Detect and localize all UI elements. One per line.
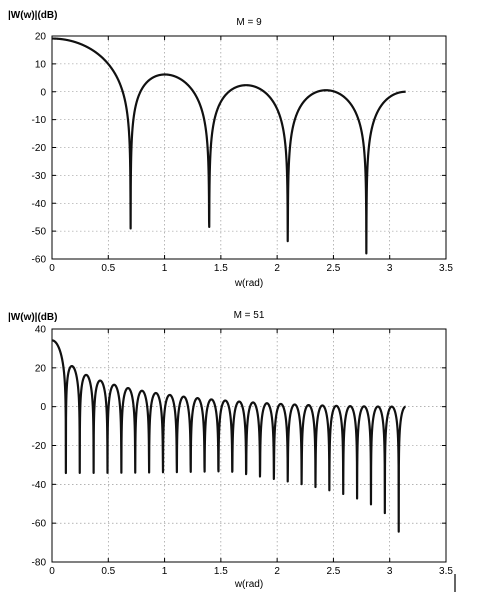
chart-panel-2: 0 0.5 1 1.5 2 2.5 3 3.5 40 20 0 -20 -40 -60 -80 M = 51 |… [8, 310, 453, 590]
plot-frame [51, 328, 447, 563]
response-curve [51, 339, 407, 533]
y-axis-label: |W(w)|(dB) [8, 312, 57, 323]
y-tick-label: 10 [35, 59, 47, 70]
y-tick-label: 20 [35, 32, 47, 43]
x-tick-label: 3 [387, 263, 393, 274]
y-tick-label: -60 [32, 519, 47, 530]
y-tick-label: 0 [40, 87, 46, 98]
x-axis-label: w(rad) [234, 579, 263, 590]
x-axis-label: w(rad) [234, 278, 263, 289]
y-tick-label: -20 [32, 143, 47, 154]
plot-frame [51, 35, 447, 260]
y-tick-label: 0 [40, 402, 46, 413]
x-tick-label: 1 [162, 566, 168, 577]
response-curve [51, 37, 407, 255]
y-tick-label: -80 [32, 558, 47, 569]
y-tick-label: -50 [32, 227, 47, 238]
x-tick-label: 3.5 [439, 263, 453, 274]
x-tick-label: 2.5 [326, 263, 340, 274]
x-tick-label: 0 [49, 263, 55, 274]
x-tick-label: 0.5 [101, 263, 115, 274]
y-tick-label: -60 [32, 255, 47, 266]
chart-title: M = 9 [236, 17, 262, 28]
y-tick-label: -40 [32, 199, 47, 210]
y-tick-label: 20 [35, 363, 47, 374]
x-tick-label: 1.5 [214, 263, 228, 274]
x-tick-label: 0.5 [101, 566, 115, 577]
y-tick-label: -10 [32, 115, 47, 126]
x-tick-label: 3 [387, 566, 393, 577]
x-tick-label: 2 [274, 263, 280, 274]
x-tick-label: 2 [274, 566, 280, 577]
y-tick-label: -20 [32, 441, 47, 452]
chart-panel-1: 0 0.5 1 1.5 2 2.5 3 3.5 20 10 0 -10 -20 -30 -40 -50 -60 M… [8, 10, 453, 289]
x-tick-label: 0 [49, 566, 55, 577]
y-tick-label: -30 [32, 171, 47, 182]
x-tick-label: 2.5 [326, 566, 340, 577]
x-tick-label: 1 [162, 263, 168, 274]
chart-title: M = 51 [234, 310, 265, 321]
y-tick-label: -40 [32, 480, 47, 491]
y-axis-label: |W(w)|(dB) [8, 10, 57, 21]
x-tick-label: 1.5 [214, 566, 228, 577]
x-tick-label: 3.5 [439, 566, 453, 577]
y-tick-label: 40 [35, 325, 47, 336]
